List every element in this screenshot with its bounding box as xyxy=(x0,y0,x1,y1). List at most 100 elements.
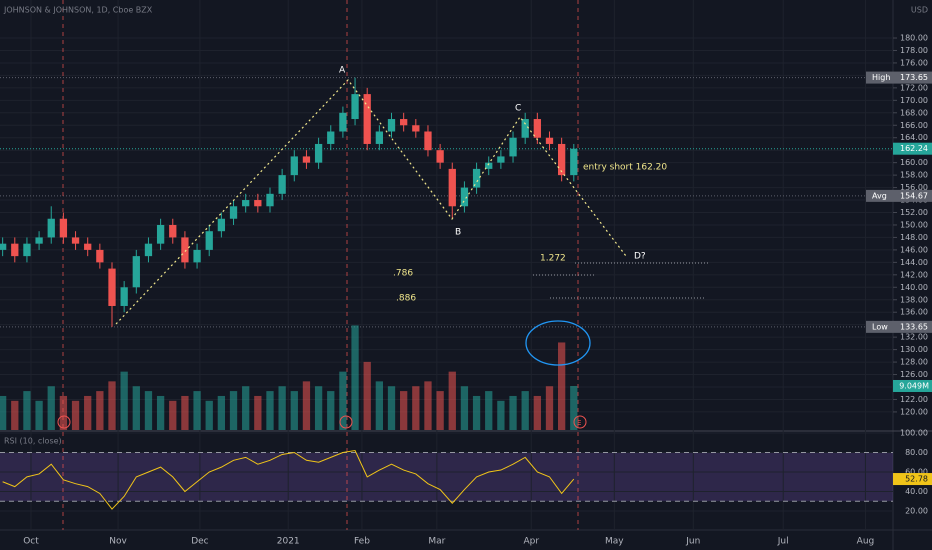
candle-body xyxy=(84,243,92,250)
candle-body xyxy=(290,156,298,176)
candle-body xyxy=(278,175,286,194)
volume-bar xyxy=(290,391,298,430)
y-tick-label: 126.00 xyxy=(900,370,928,379)
candle-body xyxy=(412,125,420,132)
volume-bar xyxy=(387,386,396,430)
rsi-tick-label: 60.00 xyxy=(905,468,928,477)
y-tick-label: 150.00 xyxy=(900,220,928,229)
last-price-badge xyxy=(893,142,932,155)
wave-label: A xyxy=(339,66,346,76)
candle-body xyxy=(47,218,55,238)
y-tick-label: 128.00 xyxy=(900,358,928,367)
candle-body xyxy=(132,256,140,288)
candle-body xyxy=(96,249,104,263)
trade-note: entry short 162.20 xyxy=(583,163,667,173)
y-tick-label: 138.00 xyxy=(900,295,928,304)
volume-bar xyxy=(254,395,262,430)
volume-bar xyxy=(424,381,432,430)
y-tick-label: 136.00 xyxy=(900,308,928,317)
candle-body xyxy=(23,243,31,257)
x-tick-label: Nov xyxy=(109,537,127,547)
volume-bar xyxy=(509,395,517,430)
candle-body xyxy=(363,94,371,144)
volume-bar xyxy=(84,395,92,430)
y-tick-label: 178.00 xyxy=(900,46,928,55)
y-tick-label: 130.00 xyxy=(900,345,928,354)
volume-bar xyxy=(448,371,456,430)
volume-bar xyxy=(193,391,201,430)
wave-label: D? xyxy=(634,252,646,262)
volume-bar xyxy=(412,386,420,430)
x-tick-label: Apr xyxy=(523,537,539,547)
price-badge-value: 133.65 xyxy=(900,322,928,331)
x-tick-label: May xyxy=(605,537,624,547)
y-tick-label: 132.00 xyxy=(900,333,928,342)
volume-bar xyxy=(436,391,444,430)
price-badge xyxy=(866,320,932,333)
candle-body xyxy=(59,218,68,238)
y-tick-label: 144.00 xyxy=(900,258,928,267)
y-tick-label: 164.00 xyxy=(900,133,928,142)
candle-body xyxy=(424,131,432,151)
x-tick-label: Mar xyxy=(428,537,445,547)
candle-body xyxy=(545,137,554,144)
grid xyxy=(0,0,893,530)
wave-label: B xyxy=(455,228,461,238)
volume-bar xyxy=(278,386,286,430)
volume-bar xyxy=(120,371,128,430)
candle-body xyxy=(400,119,408,126)
candle-body xyxy=(485,162,493,169)
y-tick-label: 158.00 xyxy=(900,171,928,180)
price-badge-label: Avg xyxy=(872,191,887,200)
volume-bar xyxy=(472,395,481,430)
candle-body xyxy=(108,268,116,306)
volume-bar xyxy=(96,391,104,430)
volume-bar xyxy=(557,342,566,430)
candle-body xyxy=(497,156,505,163)
rsi-band xyxy=(0,452,893,502)
volume-value: 9.049M xyxy=(899,381,929,390)
candle-body xyxy=(570,148,578,176)
candle-body xyxy=(0,243,7,250)
volume-bar xyxy=(351,325,359,430)
candle-body xyxy=(254,200,262,207)
x-tick-label: Jul xyxy=(777,537,789,547)
volume-bar xyxy=(144,391,153,430)
currency: USD xyxy=(911,6,928,15)
y-tick-label: 176.00 xyxy=(900,58,928,67)
price-badge-label: Low xyxy=(872,322,888,331)
volume-bar xyxy=(35,400,43,430)
candle-body xyxy=(229,206,238,219)
rsi-badge xyxy=(893,473,932,486)
y-tick-label: 156.00 xyxy=(900,183,928,192)
volume-bar xyxy=(375,381,384,430)
y-tick-label: 166.00 xyxy=(900,121,928,130)
x-tick-label: 2021 xyxy=(277,537,300,547)
candle-body xyxy=(144,243,153,257)
candle-body xyxy=(509,137,517,157)
candle-body xyxy=(448,168,456,207)
volume-bar xyxy=(521,391,529,430)
last-price-value: 162.24 xyxy=(900,144,928,153)
volume-bar xyxy=(460,386,469,430)
event-icon xyxy=(573,415,587,429)
candle-body xyxy=(169,224,177,238)
y-tick-label: 142.00 xyxy=(900,270,928,279)
volume-bar xyxy=(71,400,80,430)
candle-body xyxy=(339,112,347,132)
y-tick-label: 140.00 xyxy=(900,283,928,292)
volume-bar xyxy=(497,400,505,430)
candle-body xyxy=(521,119,529,138)
price-badge-label: High xyxy=(872,73,890,82)
candle-body xyxy=(375,131,384,144)
candle-body xyxy=(351,94,359,120)
candle-body xyxy=(327,131,335,144)
event-icon xyxy=(339,415,353,429)
volume-bar xyxy=(327,391,335,430)
rsi-tick-label: 100.00 xyxy=(900,429,928,438)
x-tick-label: Aug xyxy=(857,537,875,547)
candle-body xyxy=(71,237,80,244)
y-tick-label: 122.00 xyxy=(900,395,928,404)
candle-body xyxy=(302,156,311,163)
